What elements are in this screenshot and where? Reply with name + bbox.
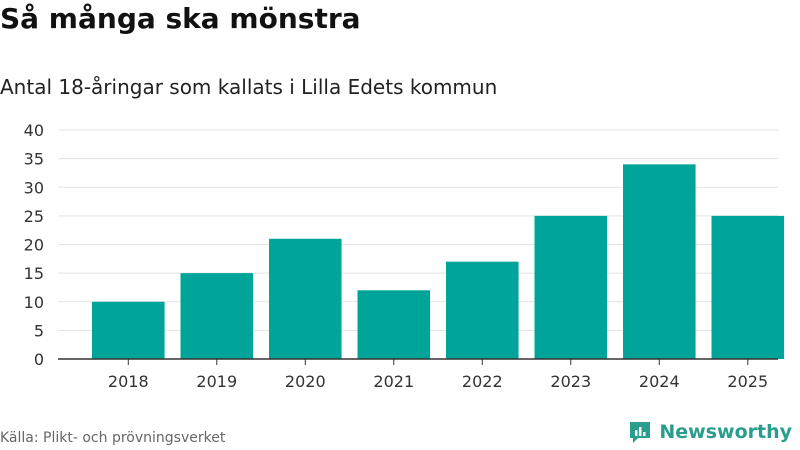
y-tick-label: 25 xyxy=(24,207,44,226)
x-tick-label: 2021 xyxy=(373,372,414,391)
bar-2022 xyxy=(446,261,519,359)
bar-2023 xyxy=(534,215,608,359)
x-tick-label: 2023 xyxy=(550,372,591,391)
x-tick-label: 2019 xyxy=(196,372,237,391)
brand-name: Newsworthy xyxy=(659,421,792,443)
y-tick-label: 15 xyxy=(24,264,44,283)
y-tick-label: 20 xyxy=(24,236,44,255)
bar-2025 xyxy=(711,215,785,359)
x-tick-label: 2025 xyxy=(727,372,768,391)
y-tick-label: 30 xyxy=(24,178,44,197)
y-tick-label: 5 xyxy=(34,321,44,340)
bar-2024 xyxy=(623,164,696,359)
y-tick-label: 35 xyxy=(24,150,44,169)
y-tick-label: 40 xyxy=(24,121,44,140)
newsworthy-logo-icon xyxy=(630,422,651,443)
brand-logo: Newsworthy xyxy=(627,419,792,445)
chart-title: Så många ska mönstra xyxy=(0,2,361,35)
x-tick-label: 2018 xyxy=(108,372,149,391)
bar-2020 xyxy=(269,238,342,359)
y-tick-label: 10 xyxy=(24,293,44,312)
bar-2019 xyxy=(180,273,254,359)
y-tick-label: 0 xyxy=(34,350,44,369)
x-tick-label: 2020 xyxy=(285,372,326,391)
x-tick-label: 2024 xyxy=(639,372,680,391)
bar-2021 xyxy=(357,290,431,359)
source-note: Källa: Plikt- och prövningsverket xyxy=(0,430,226,446)
chart-subtitle: Antal 18-åringar som kallats i Lilla Ede… xyxy=(0,75,498,99)
x-tick-label: 2022 xyxy=(462,372,503,391)
bar-2018 xyxy=(92,301,165,359)
